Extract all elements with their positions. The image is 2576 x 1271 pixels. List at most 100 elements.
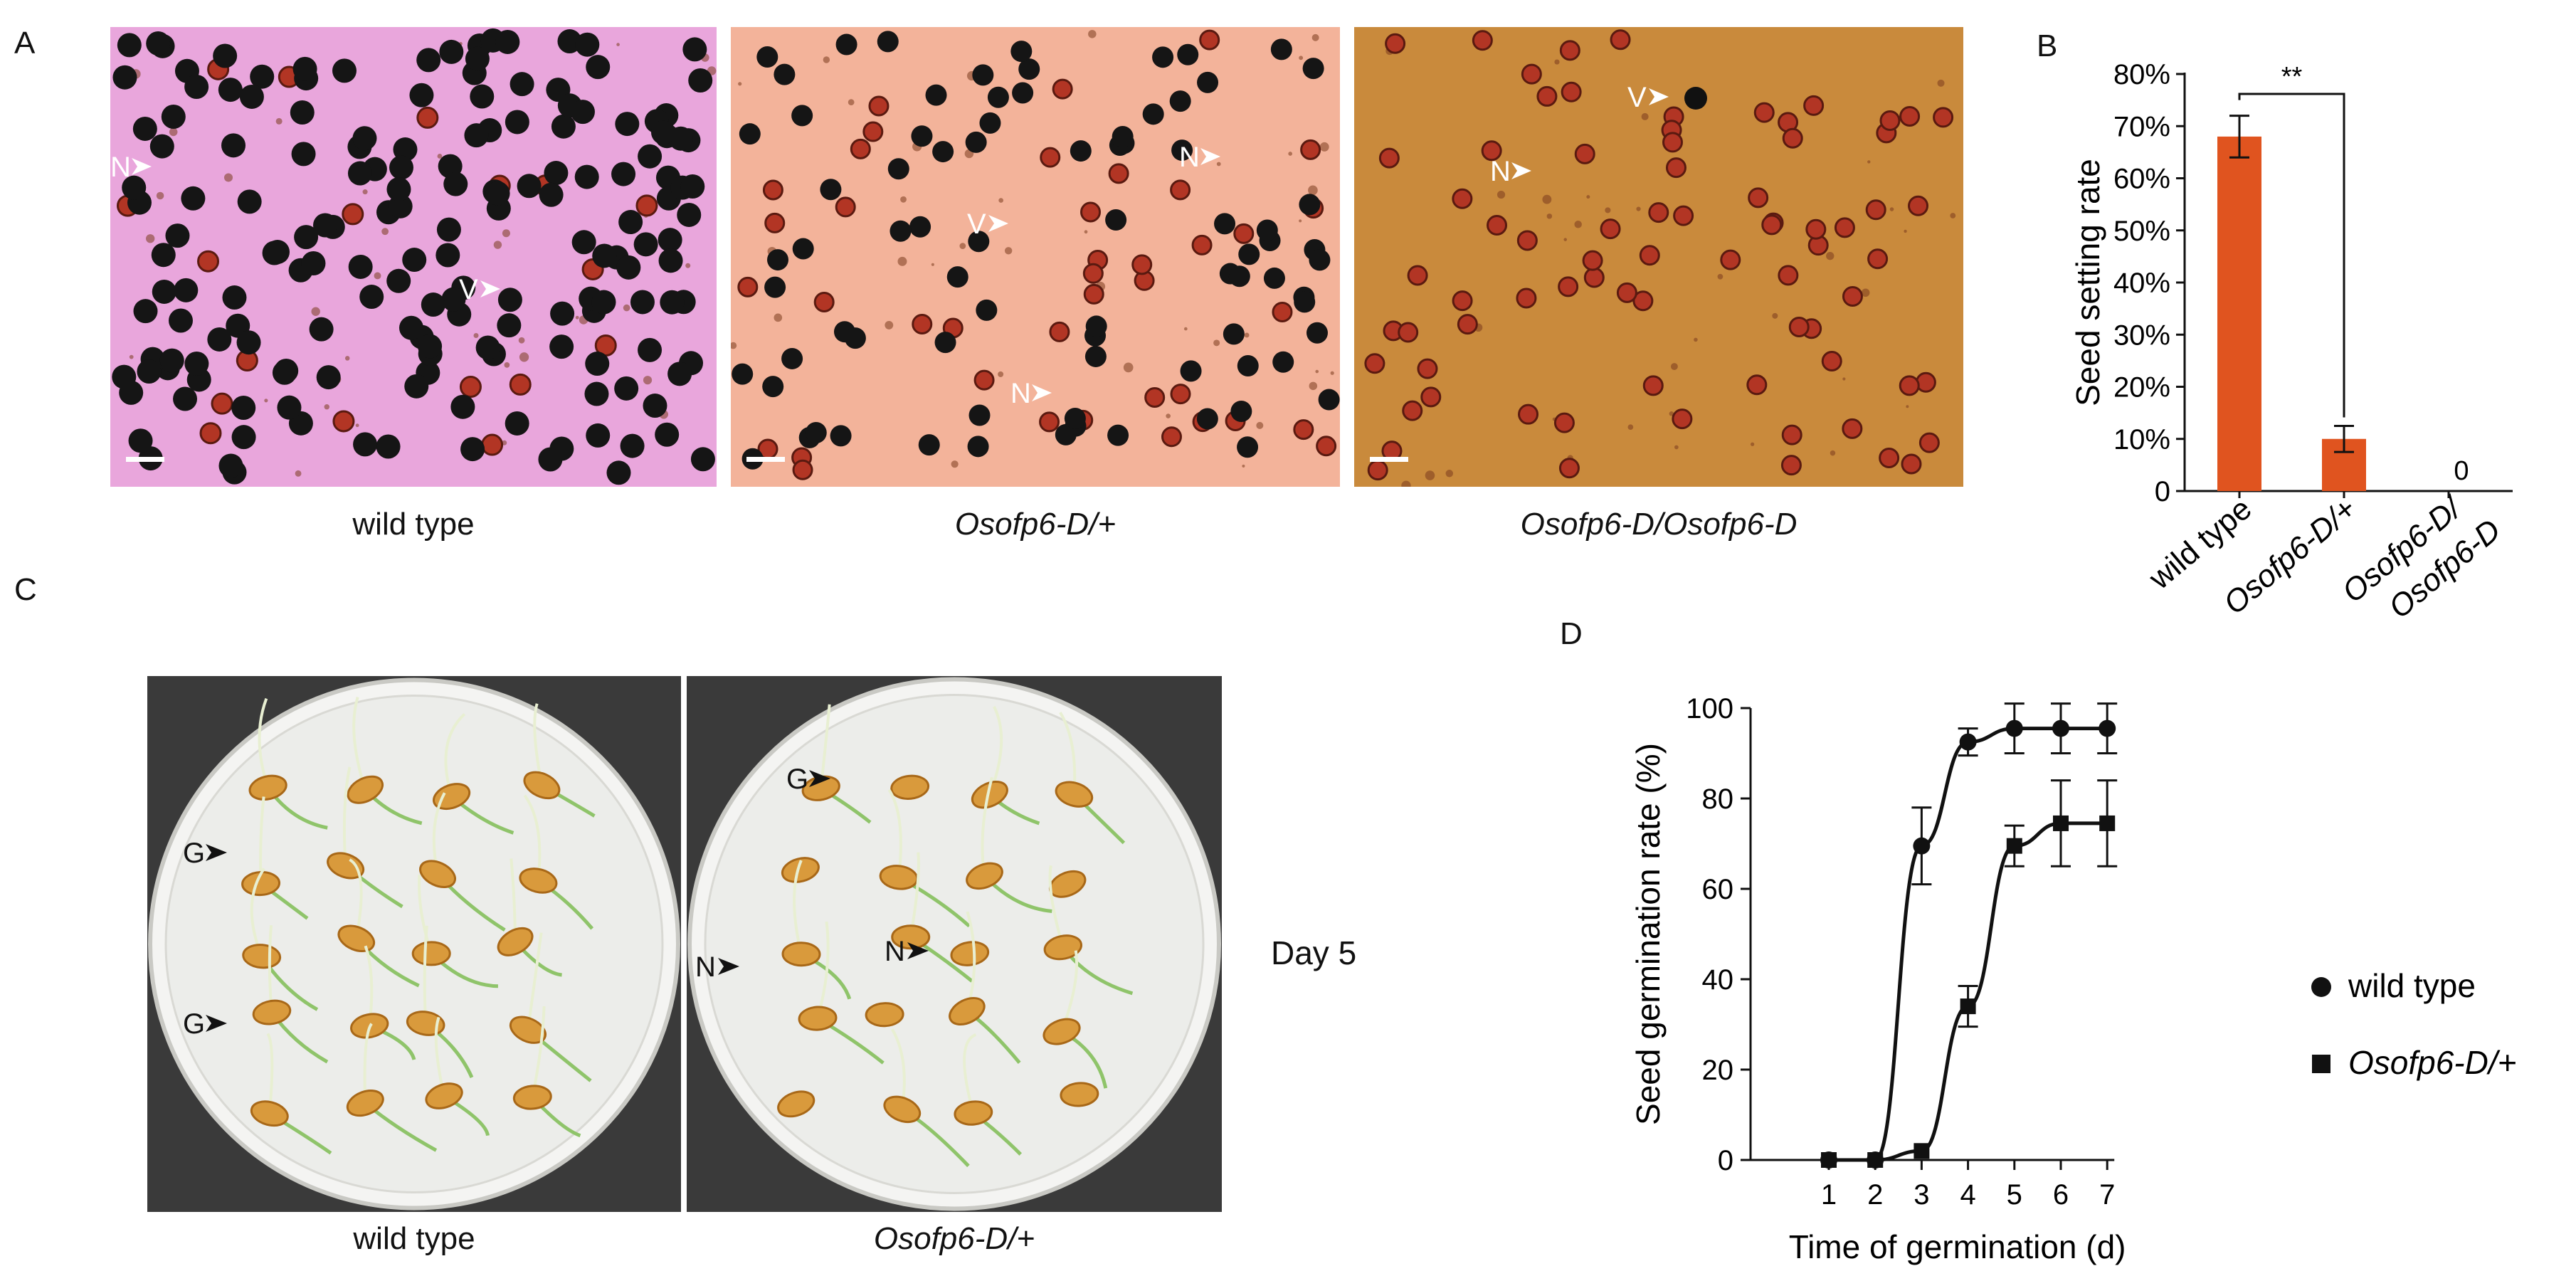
viable-pollen bbox=[359, 285, 384, 310]
viable-pollen bbox=[239, 84, 264, 109]
viable-pollen bbox=[112, 65, 137, 90]
viable-pollen bbox=[1299, 194, 1321, 216]
x-tick-label: 4 bbox=[1960, 1179, 1975, 1211]
seed bbox=[425, 1082, 463, 1109]
seed bbox=[954, 1100, 993, 1126]
y-tick-label: 40% bbox=[2113, 268, 2170, 299]
viable-pollen bbox=[1064, 407, 1086, 429]
nonviable-pollen bbox=[1518, 404, 1539, 425]
viable-pollen bbox=[149, 134, 174, 159]
nonviable-pollen bbox=[1170, 384, 1191, 405]
debris bbox=[1694, 337, 1698, 342]
viable-pollen bbox=[774, 63, 796, 85]
nonviable-pollen bbox=[1521, 63, 1542, 85]
debris bbox=[1288, 152, 1293, 156]
marker-label-g: G bbox=[183, 838, 205, 869]
debris bbox=[156, 191, 164, 200]
debris bbox=[685, 263, 691, 268]
nonviable-pollen bbox=[635, 194, 658, 217]
viable-pollen bbox=[174, 278, 199, 302]
viable-pollen bbox=[416, 48, 441, 73]
viable-pollen bbox=[137, 359, 162, 384]
nonviable-pollen bbox=[1901, 453, 1922, 475]
debris bbox=[1574, 221, 1582, 228]
nonviable-pollen bbox=[1782, 127, 1803, 149]
significance-bracket bbox=[2238, 93, 2345, 418]
viable-pollen bbox=[119, 380, 144, 405]
pollen-field-wild-type: NV bbox=[110, 27, 717, 487]
petri-dish-heterozygous: G N N bbox=[687, 677, 1221, 1211]
nonviable-pollen bbox=[1908, 195, 1929, 216]
viable-pollen bbox=[739, 123, 761, 145]
marker-label-n: N bbox=[1490, 156, 1511, 187]
caption-c-heterozygous: Osofp6-D/+ bbox=[873, 1221, 1035, 1256]
viable-pollen bbox=[1055, 423, 1077, 445]
viable-pollen bbox=[386, 177, 411, 202]
debris bbox=[1319, 142, 1329, 152]
arrowhead bbox=[1511, 162, 1531, 179]
viable-pollen bbox=[237, 189, 262, 214]
scale-bar bbox=[746, 457, 785, 462]
seed bbox=[523, 771, 561, 800]
arrowhead bbox=[718, 958, 739, 975]
viable-pollen bbox=[1214, 213, 1236, 235]
debris bbox=[1554, 59, 1560, 65]
marker-label-v: V bbox=[967, 209, 986, 240]
debris bbox=[774, 313, 783, 322]
nonviable-pollen bbox=[1040, 147, 1061, 168]
filter-paper bbox=[704, 694, 1205, 1194]
viable-pollen bbox=[262, 241, 287, 265]
viable-pollen bbox=[505, 411, 529, 436]
x-tick-label: 1 bbox=[1821, 1179, 1837, 1211]
debris bbox=[1842, 377, 1846, 381]
nonviable-pollen bbox=[1781, 424, 1802, 445]
debris bbox=[1641, 112, 1649, 120]
viable-pollen bbox=[376, 434, 401, 459]
viable-pollen bbox=[1112, 125, 1134, 147]
y-tick-label: 30% bbox=[2113, 320, 2170, 351]
seed bbox=[950, 941, 990, 966]
viable-pollen bbox=[1105, 209, 1127, 231]
nonviable-pollen bbox=[868, 95, 890, 117]
viable-pollen bbox=[128, 428, 153, 453]
arrowhead bbox=[206, 1015, 227, 1032]
marker-label-v: V bbox=[1627, 82, 1647, 113]
nonviable-pollen bbox=[1082, 263, 1104, 284]
viable-pollen bbox=[181, 186, 206, 211]
debris bbox=[1586, 195, 1590, 199]
seed bbox=[347, 775, 384, 804]
arrowhead bbox=[1649, 88, 1669, 105]
nonviable-pollen bbox=[762, 179, 783, 201]
nonviable-pollen bbox=[1472, 30, 1493, 51]
debris bbox=[1904, 229, 1907, 233]
viable-pollen bbox=[1306, 322, 1328, 344]
debris bbox=[1299, 56, 1304, 60]
data-point-square bbox=[2053, 815, 2069, 831]
viable-pollen bbox=[1018, 58, 1040, 80]
debris bbox=[1889, 207, 1894, 211]
viable-pollen bbox=[1237, 436, 1259, 458]
debris bbox=[1861, 288, 1870, 297]
data-point-circle bbox=[1959, 733, 1977, 751]
viable-pollen bbox=[404, 374, 429, 399]
debris bbox=[1636, 206, 1641, 211]
debris bbox=[1213, 339, 1220, 347]
nonviable-pollen bbox=[1385, 33, 1406, 54]
viable-pollen bbox=[1012, 82, 1034, 104]
viable-pollen bbox=[570, 100, 595, 125]
viable-pollen bbox=[436, 243, 460, 268]
nonviable-pollen bbox=[1915, 371, 1936, 393]
viable-pollen bbox=[571, 230, 596, 255]
debris bbox=[885, 320, 894, 329]
debris bbox=[823, 56, 830, 63]
debris bbox=[951, 460, 959, 468]
viable-pollen bbox=[887, 158, 909, 180]
viable-pollen bbox=[393, 137, 418, 162]
seed bbox=[891, 924, 931, 950]
debris bbox=[1088, 30, 1097, 38]
viable-pollen bbox=[117, 33, 142, 58]
x-axis-title: Time of germination (d) bbox=[1789, 1228, 2126, 1265]
nonviable-pollen bbox=[1516, 288, 1537, 309]
nonviable-pollen bbox=[1481, 140, 1502, 162]
viable-pollen bbox=[1084, 345, 1107, 367]
